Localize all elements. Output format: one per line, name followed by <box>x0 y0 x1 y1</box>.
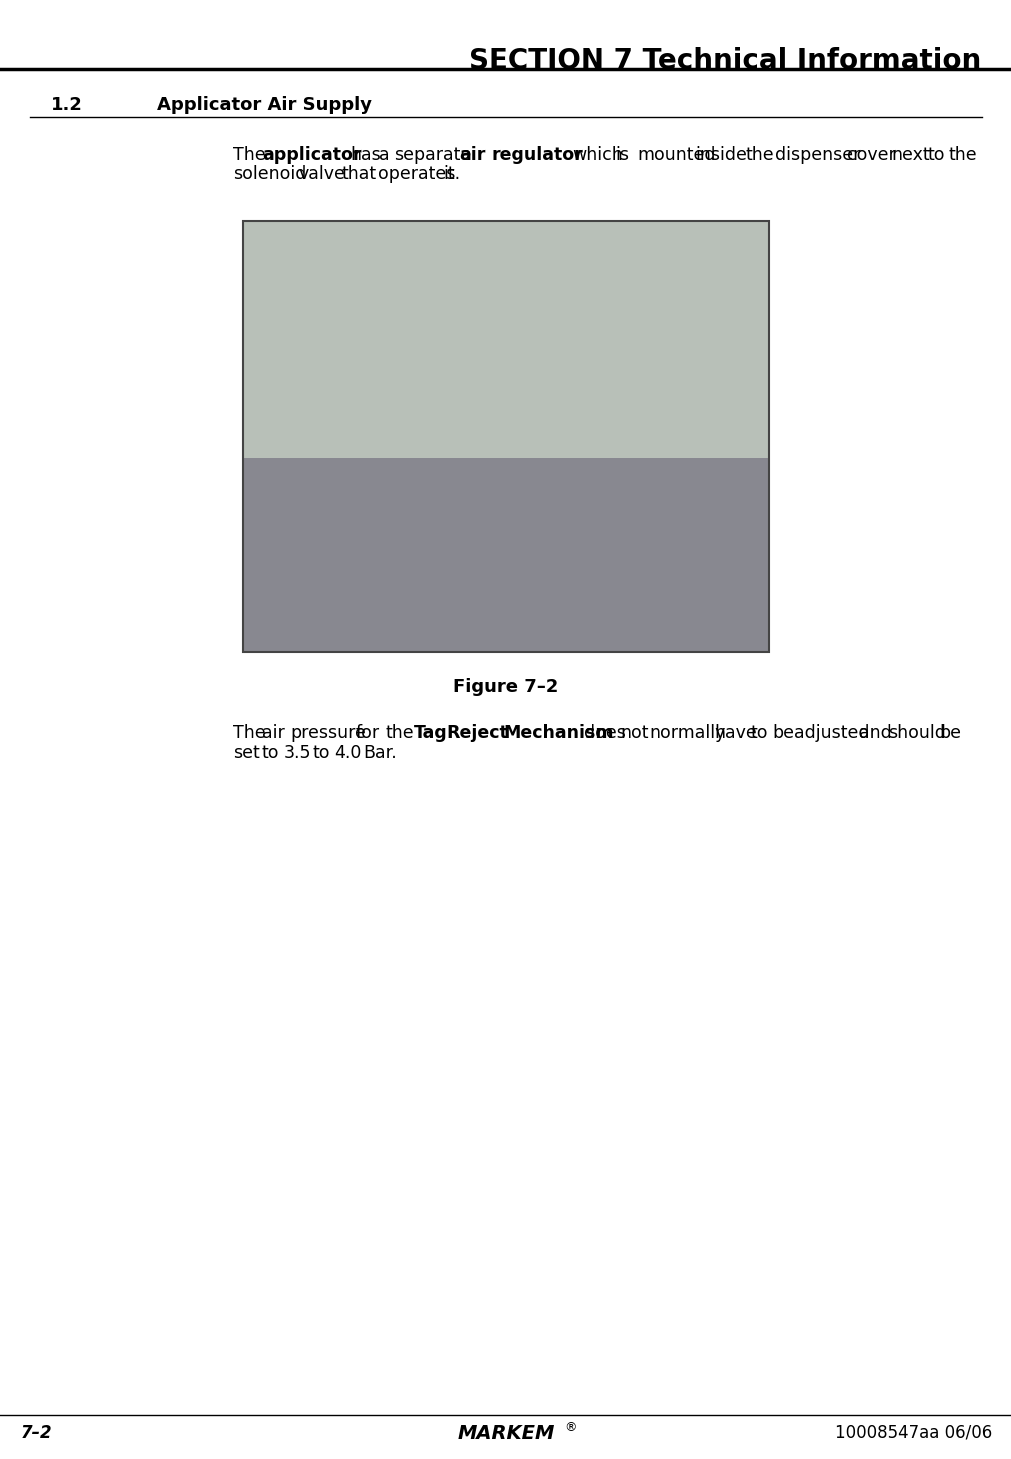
Text: 4.0: 4.0 <box>334 744 361 762</box>
Text: does: does <box>583 725 625 743</box>
Text: 1.2: 1.2 <box>51 96 82 114</box>
Text: to: to <box>750 725 767 743</box>
Text: which: which <box>571 146 622 163</box>
Text: normally: normally <box>648 725 725 743</box>
Text: Figure 7–2: Figure 7–2 <box>453 678 558 696</box>
Text: air: air <box>459 146 485 163</box>
Bar <box>243 222 768 458</box>
Text: pressure: pressure <box>290 725 366 743</box>
Text: next: next <box>890 146 928 163</box>
Text: that: that <box>341 165 376 184</box>
Text: Bar.: Bar. <box>363 744 396 762</box>
Text: be: be <box>938 725 960 743</box>
Text: MARKEM: MARKEM <box>457 1424 554 1443</box>
Text: has: has <box>350 146 380 163</box>
Text: mounted: mounted <box>637 146 715 163</box>
Text: operates: operates <box>377 165 455 184</box>
Text: the: the <box>745 146 773 163</box>
Text: to: to <box>312 744 330 762</box>
Text: air: air <box>262 725 284 743</box>
Text: separate: separate <box>393 146 470 163</box>
Text: should: should <box>888 725 945 743</box>
Text: inside: inside <box>695 146 746 163</box>
Text: solenoid: solenoid <box>233 165 306 184</box>
Text: the: the <box>384 725 413 743</box>
Text: for: for <box>356 725 380 743</box>
Text: regulator: regulator <box>491 146 582 163</box>
Text: valve: valve <box>297 165 345 184</box>
Text: is: is <box>615 146 629 163</box>
Bar <box>243 458 768 652</box>
Text: to: to <box>262 744 279 762</box>
Text: ®: ® <box>564 1421 576 1434</box>
Bar <box>243 222 768 652</box>
Text: 7–2: 7–2 <box>20 1424 52 1441</box>
Text: set: set <box>233 744 259 762</box>
Text: Reject: Reject <box>446 725 508 743</box>
Text: dispenser: dispenser <box>774 146 859 163</box>
Bar <box>243 222 768 652</box>
Text: applicator: applicator <box>262 146 361 163</box>
Text: to: to <box>926 146 943 163</box>
Text: Applicator Air Supply: Applicator Air Supply <box>157 96 371 114</box>
Text: SECTION 7 Technical Information: SECTION 7 Technical Information <box>469 47 981 74</box>
Text: a: a <box>379 146 389 163</box>
Text: Tag: Tag <box>413 725 447 743</box>
Text: not: not <box>620 725 648 743</box>
Text: Mechanism: Mechanism <box>502 725 614 743</box>
Text: and: and <box>858 725 891 743</box>
Text: The: The <box>233 146 265 163</box>
Text: the: the <box>948 146 977 163</box>
Text: have: have <box>714 725 756 743</box>
Text: 10008547aa 06/06: 10008547aa 06/06 <box>834 1424 991 1441</box>
Text: 3.5: 3.5 <box>283 744 310 762</box>
Text: it.: it. <box>443 165 460 184</box>
Text: cover: cover <box>846 146 896 163</box>
Text: adjusted: adjusted <box>794 725 868 743</box>
Text: The: The <box>233 725 265 743</box>
Text: be: be <box>771 725 794 743</box>
